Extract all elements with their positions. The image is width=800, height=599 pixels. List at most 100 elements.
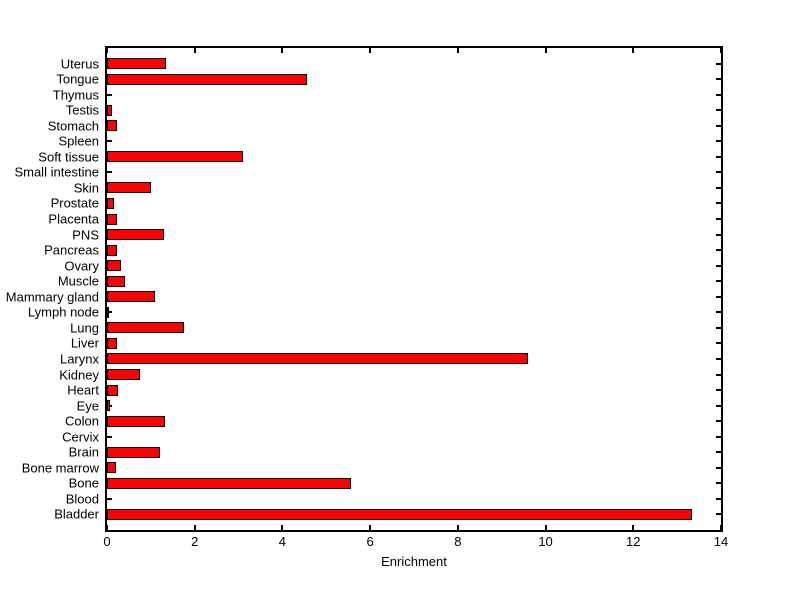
bar-ovary bbox=[107, 260, 122, 272]
bar-eye bbox=[107, 400, 110, 412]
x-tick-label-10: 10 bbox=[538, 534, 553, 549]
axis-tick-mark bbox=[632, 48, 635, 53]
axis-tick-mark bbox=[716, 62, 721, 65]
y-tick-label-pns: PNS bbox=[72, 227, 99, 243]
axis-tick-mark bbox=[716, 373, 721, 376]
y-tick-label-thymus: Thymus bbox=[52, 87, 99, 103]
axis-tick-mark bbox=[720, 48, 722, 53]
axis-tick-mark bbox=[716, 451, 721, 454]
axis-tick-mark bbox=[456, 48, 459, 53]
x-tick-label-2: 2 bbox=[191, 534, 199, 549]
bar-skin bbox=[107, 182, 151, 194]
axis-tick-mark bbox=[716, 264, 721, 267]
axis-tick-mark bbox=[107, 140, 112, 143]
bar-prostate bbox=[107, 197, 115, 209]
y-tick-label-blood: Blood bbox=[65, 491, 99, 507]
axis-tick-mark bbox=[281, 48, 284, 53]
x-axis-title: Enrichment bbox=[381, 554, 447, 569]
y-tick-label-tongue: Tongue bbox=[56, 71, 99, 87]
x-tick-label-0: 0 bbox=[103, 534, 111, 549]
bar-colon bbox=[107, 415, 166, 427]
axis-tick-mark bbox=[716, 295, 721, 298]
y-tick-label-uterus: Uterus bbox=[60, 56, 99, 72]
axis-tick-mark bbox=[716, 357, 721, 360]
x-tick-label-4: 4 bbox=[278, 534, 287, 549]
x-tick-label-6: 6 bbox=[366, 534, 374, 549]
bar-tongue bbox=[107, 73, 307, 85]
axis-tick-mark bbox=[716, 497, 721, 500]
axis-tick-mark bbox=[716, 420, 721, 423]
bar-larynx bbox=[107, 353, 529, 365]
y-tick-label-bladder: Bladder bbox=[54, 506, 99, 522]
bar-pns bbox=[107, 229, 164, 241]
axis-tick-mark bbox=[716, 513, 721, 516]
y-tick-label-colon: Colon bbox=[65, 413, 99, 429]
axis-tick-mark bbox=[716, 78, 721, 81]
y-tick-label-lung: Lung bbox=[70, 320, 99, 336]
axis-tick-mark bbox=[107, 435, 112, 438]
y-tick-label-bone-marrow: Bone marrow bbox=[21, 460, 99, 476]
axis-tick-mark bbox=[716, 233, 721, 236]
y-tick-label-soft-tissue: Soft tissue bbox=[38, 149, 99, 165]
bar-kidney bbox=[107, 369, 141, 381]
bar-bladder bbox=[107, 508, 692, 520]
y-tick-label-bone: Bone bbox=[68, 475, 99, 491]
axis-tick-mark bbox=[369, 525, 372, 530]
bar-lung bbox=[107, 322, 184, 334]
y-tick-label-testis: Testis bbox=[65, 102, 99, 118]
axis-tick-mark bbox=[716, 171, 721, 174]
axis-tick-mark bbox=[716, 124, 721, 127]
axis-tick-mark bbox=[716, 155, 721, 158]
y-tick-label-spleen: Spleen bbox=[58, 133, 99, 149]
bar-uterus bbox=[107, 58, 167, 70]
axis-tick-mark bbox=[544, 48, 547, 53]
bar-brain bbox=[107, 446, 160, 458]
y-tick-label-placenta: Placenta bbox=[48, 211, 99, 227]
axis-tick-mark bbox=[369, 48, 372, 53]
axis-tick-mark bbox=[193, 525, 196, 530]
axis-tick-mark bbox=[716, 435, 721, 438]
bar-muscle bbox=[107, 275, 125, 287]
axis-tick-mark bbox=[716, 280, 721, 283]
y-tick-label-prostate: Prostate bbox=[50, 195, 99, 211]
y-tick-label-stomach: Stomach bbox=[47, 118, 99, 134]
y-tick-label-pancreas: Pancreas bbox=[44, 242, 99, 258]
bar-stomach bbox=[107, 120, 117, 132]
axis-tick-mark bbox=[632, 525, 635, 530]
axis-tick-mark bbox=[456, 525, 459, 530]
bar-lymph-node bbox=[107, 306, 110, 318]
y-tick-label-brain: Brain bbox=[68, 444, 99, 460]
bar-testis bbox=[107, 104, 113, 116]
y-tick-label-kidney: Kidney bbox=[59, 367, 99, 383]
bar-liver bbox=[107, 337, 118, 349]
bar-mammary-gland bbox=[107, 291, 156, 303]
axis-tick-mark bbox=[716, 93, 721, 96]
axis-tick-mark bbox=[716, 326, 721, 329]
axis-tick-mark bbox=[716, 482, 721, 485]
axis-tick-mark bbox=[716, 249, 721, 252]
y-tick-label-skin: Skin bbox=[73, 180, 99, 196]
bar-soft-tissue bbox=[107, 151, 243, 163]
y-tick-label-muscle: Muscle bbox=[57, 273, 99, 289]
axis-tick-mark bbox=[281, 525, 284, 530]
x-tick-label-12: 12 bbox=[626, 534, 641, 549]
bar-placenta bbox=[107, 213, 117, 225]
y-tick-label-ovary: Ovary bbox=[64, 258, 99, 274]
axis-tick-mark bbox=[716, 342, 721, 345]
plot-area bbox=[105, 46, 723, 532]
axis-tick-mark bbox=[107, 93, 112, 96]
bar-pancreas bbox=[107, 244, 118, 256]
axis-tick-mark bbox=[107, 311, 112, 314]
axis-tick-mark bbox=[716, 311, 721, 314]
y-tick-label-small-intestine: Small intestine bbox=[14, 164, 99, 180]
axis-tick-mark bbox=[716, 109, 721, 112]
axis-tick-mark bbox=[107, 497, 112, 500]
y-tick-label-lymph-node: Lymph node bbox=[27, 304, 99, 320]
axis-tick-mark bbox=[716, 466, 721, 469]
bar-bone bbox=[107, 477, 352, 489]
axis-tick-mark bbox=[193, 48, 196, 53]
x-tick-label-8: 8 bbox=[454, 534, 462, 549]
axis-tick-mark bbox=[716, 389, 721, 392]
y-tick-label-larynx: Larynx bbox=[59, 351, 99, 367]
